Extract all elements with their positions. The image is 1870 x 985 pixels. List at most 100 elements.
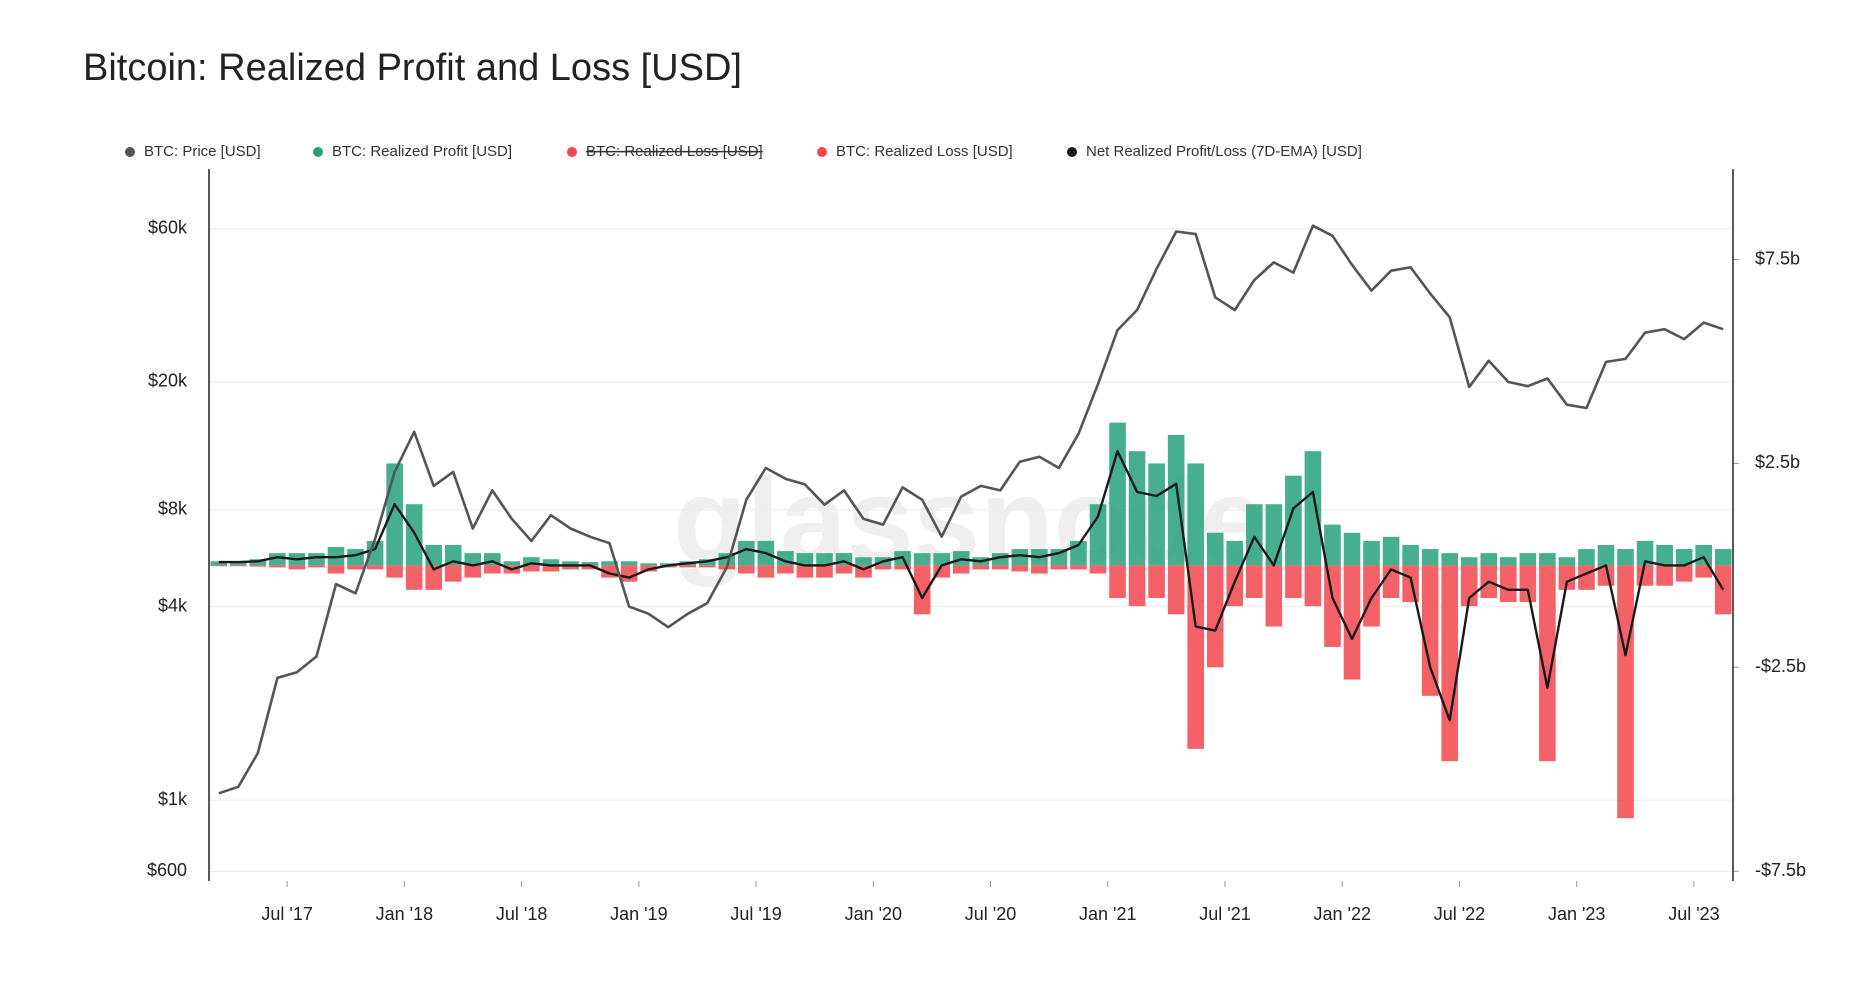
bar	[562, 561, 579, 566]
bar	[1343, 565, 1361, 680]
legend-marker	[817, 147, 827, 157]
bar	[1265, 565, 1283, 627]
bar	[1285, 475, 1302, 566]
bar	[952, 565, 970, 574]
bar	[1578, 565, 1595, 590]
bar	[542, 559, 560, 566]
bar	[1148, 565, 1165, 598]
bar	[894, 565, 911, 570]
legend-marker	[1067, 147, 1077, 157]
bar	[1656, 544, 1673, 566]
bar	[874, 565, 892, 570]
bar	[542, 565, 560, 572]
bar	[738, 540, 755, 566]
bar	[308, 565, 325, 568]
bar	[1031, 565, 1048, 574]
x-tick-label: Jan '18	[376, 904, 433, 924]
bar	[1226, 540, 1244, 566]
bar	[796, 565, 814, 578]
bar	[1480, 553, 1498, 566]
bar	[913, 565, 931, 615]
bar	[1363, 540, 1380, 566]
x-tick-label: Jul '23	[1668, 904, 1719, 924]
bar	[816, 565, 833, 578]
bar	[1695, 544, 1712, 566]
bar	[620, 565, 638, 582]
bar	[1246, 565, 1263, 598]
bar	[972, 565, 990, 570]
legend-marker	[567, 147, 577, 157]
bar	[1011, 549, 1029, 566]
bar	[698, 565, 716, 568]
y-tick-label: $1k	[158, 789, 188, 809]
x-tick-label: Jan '20	[845, 904, 902, 924]
bar	[444, 565, 462, 582]
bar	[1441, 565, 1458, 762]
bar	[210, 561, 228, 566]
bar	[1206, 532, 1224, 566]
bar	[1109, 565, 1126, 598]
bar	[405, 565, 423, 590]
y-tick-label: $4k	[158, 595, 188, 615]
bar	[1206, 565, 1224, 668]
bar	[738, 565, 755, 574]
bar	[523, 565, 540, 572]
x-tick-label: Jul '20	[965, 904, 1016, 924]
bar	[1597, 544, 1615, 566]
bar	[1128, 565, 1146, 607]
bar	[816, 553, 833, 566]
bar	[1148, 463, 1165, 566]
legend-label[interactable]: BTC: Realized Loss [USD]	[586, 143, 763, 160]
line	[218, 224, 1724, 795]
bar	[913, 553, 931, 566]
bar	[640, 563, 657, 566]
bar	[1441, 553, 1458, 566]
bar	[777, 565, 794, 574]
bar	[327, 565, 345, 574]
bar	[347, 565, 364, 570]
bar	[230, 561, 247, 566]
bar	[757, 565, 775, 578]
bar	[601, 561, 618, 566]
bar	[679, 565, 696, 568]
bar	[347, 549, 364, 566]
y-tick-label: $20k	[148, 371, 188, 391]
legend-label[interactable]: BTC: Realized Loss [USD]	[836, 143, 1013, 160]
bar	[1714, 565, 1732, 615]
bar	[1304, 451, 1322, 566]
bar	[933, 553, 950, 566]
bar	[1070, 565, 1087, 570]
bar	[835, 565, 853, 574]
legend-marker	[125, 147, 135, 157]
bar	[1167, 434, 1185, 566]
bar	[288, 565, 306, 570]
bar	[484, 565, 501, 574]
bar	[1324, 524, 1341, 566]
bar	[425, 544, 442, 566]
bar	[796, 553, 814, 566]
legend-label[interactable]: Net Realized Profit/Loss (7D-EMA) [USD]	[1086, 143, 1362, 160]
bar	[269, 553, 286, 566]
legend-label[interactable]: BTC: Realized Profit [USD]	[332, 143, 512, 160]
legend-label[interactable]: BTC: Price [USD]	[144, 143, 261, 160]
y2-tick-label: $7.5b	[1755, 248, 1800, 268]
bar	[1656, 565, 1673, 586]
bar	[1500, 557, 1517, 566]
bar	[366, 565, 384, 570]
bar	[1402, 565, 1419, 603]
y2-tick-label: $2.5b	[1755, 452, 1800, 472]
bar	[1421, 549, 1439, 566]
bar	[249, 565, 267, 567]
bar	[1636, 540, 1654, 566]
x-tick-label: Jan '21	[1079, 904, 1136, 924]
bar	[1460, 557, 1478, 566]
bar	[1421, 565, 1439, 696]
x-tick-label: Jul '18	[496, 904, 547, 924]
x-tick-label: Jul '21	[1199, 904, 1250, 924]
x-tick-label: Jan '23	[1548, 904, 1605, 924]
bar	[1343, 532, 1361, 566]
bar	[1617, 549, 1634, 566]
